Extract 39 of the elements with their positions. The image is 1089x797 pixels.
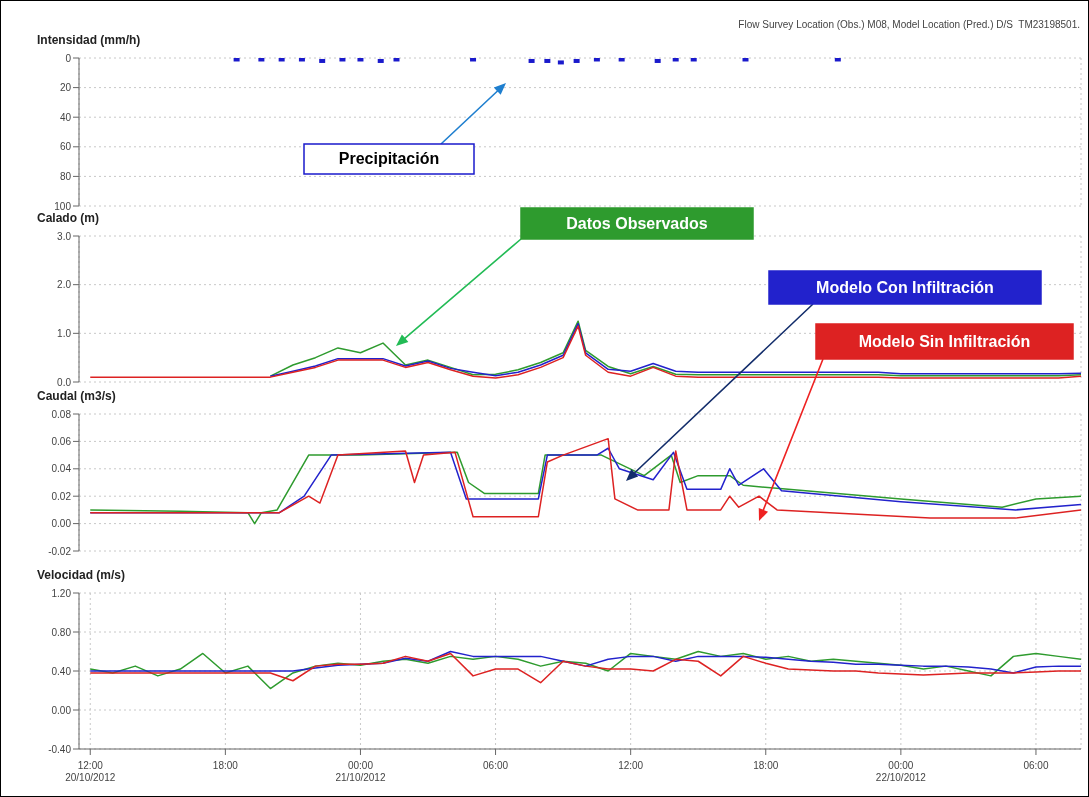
x-tick-label: 06:00 [483, 760, 509, 771]
line-series [89, 652, 1081, 684]
line-series [89, 437, 1081, 519]
y-tick-label: 0.0 [57, 376, 72, 388]
y-tick-label: 40 [59, 111, 72, 123]
y-tick-label: 2.0 [57, 279, 72, 291]
y-axis-title: Calado (m) [37, 211, 100, 225]
y-tick-label: 0.04 [51, 463, 72, 475]
y-tick-label: 0.80 [51, 626, 72, 638]
y-tick-label: -0.40 [48, 743, 72, 755]
line-series [89, 650, 1081, 674]
y-tick-label: 1.0 [57, 327, 72, 339]
y-tick-label: 80 [59, 170, 72, 182]
y-tick-label: 0.00 [51, 704, 72, 716]
y-tick-label: 0.02 [51, 490, 72, 502]
y-tick-label: 0.40 [51, 665, 72, 677]
y-tick-label: -0.02 [48, 545, 72, 557]
x-tick-label: 12:00 [618, 760, 644, 771]
x-tick-label: 06:00 [1023, 760, 1049, 771]
y-tick-label: 3.0 [57, 230, 72, 242]
x-tick-label: 18:00 [212, 760, 239, 771]
y-tick-label: 60 [59, 141, 72, 153]
line-series [89, 325, 1081, 379]
y-axis-title: Caudal (m3/s) [37, 389, 116, 403]
y-axis-title: Velocidad (m/s) [37, 568, 126, 582]
x-tick-label: 18:00 [753, 760, 779, 771]
x-tick-label: 00:00 22/10/2012 [875, 760, 927, 783]
y-tick-label: 1.20 [51, 587, 72, 599]
y-axis-title: Intensidad (mm/h) [37, 33, 141, 47]
text: Flow Survey Location (Obs.) M08, Model Location (Pred.) D/S TM23198501. [738, 19, 1080, 30]
y-tick-label: 0.08 [51, 408, 72, 420]
x-tick-label: 00:00 21/10/2012 [335, 760, 386, 783]
y-tick-label: 0.00 [51, 518, 72, 530]
y-tick-label: 0.06 [51, 435, 72, 447]
x-tick-label: 12:00 20/10/2012 [65, 760, 116, 783]
y-tick-label: 100 [54, 200, 72, 212]
line-series [89, 650, 1081, 690]
y-tick-label: 20 [59, 82, 72, 94]
y-tick-label: 0 [65, 52, 72, 64]
